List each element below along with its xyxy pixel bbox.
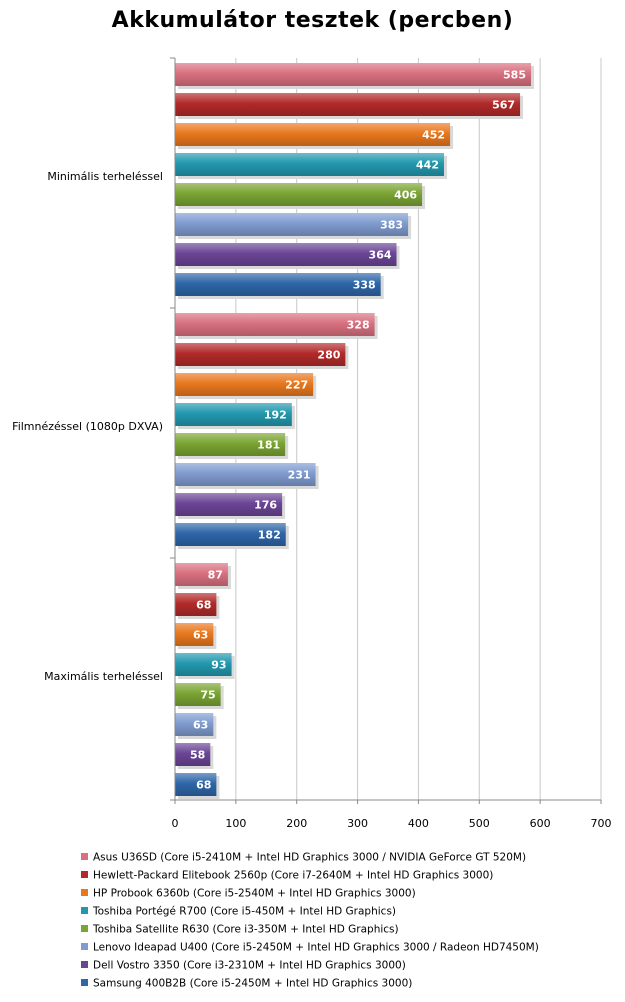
x-tick-label: 600 (530, 817, 551, 830)
legend-entry: Samsung 400B2B (Core i5-2450M + Intel HD… (93, 978, 412, 990)
legend-entry: Lenovo Ideapad U400 (Core i5-2450M + Int… (93, 942, 539, 954)
legend-swatch (81, 979, 88, 986)
bar-2-2 (175, 623, 214, 646)
data-label: 328 (347, 319, 370, 332)
bar-1-1 (175, 343, 346, 366)
data-label: 567 (492, 99, 515, 112)
legend-swatch (81, 961, 88, 968)
bar-0-2 (175, 123, 451, 146)
data-label: 58 (190, 749, 205, 762)
bar-0-4 (175, 183, 423, 206)
legend-entry: Toshiba Portégé R700 (Core i5-450M + Int… (92, 906, 396, 918)
data-label: 231 (288, 469, 311, 482)
bar-0-3 (175, 153, 444, 176)
data-label: 452 (422, 129, 445, 142)
data-label: 75 (200, 689, 215, 702)
legend-entry: HP Probook 6360b (Core i5-2540M + Intel … (93, 888, 416, 900)
bar-1-6 (175, 493, 283, 516)
grid-layer (235, 58, 602, 800)
bar-2-4 (175, 683, 221, 706)
bar-1-3 (175, 403, 292, 426)
legend-swatch (81, 853, 88, 860)
legend-entry: Hewlett-Packard Elitebook 2560p (Core i7… (93, 870, 493, 882)
bar-0-7 (175, 273, 381, 296)
data-label: 338 (353, 279, 376, 292)
category-label: Minimális terheléssel (47, 170, 163, 183)
legend-layer: Asus U36SD (Core i5-2410M + Intel HD Gra… (81, 852, 539, 990)
legend-entry: Asus U36SD (Core i5-2410M + Intel HD Gra… (93, 852, 526, 864)
bar-2-6 (175, 743, 211, 766)
data-label: 181 (257, 439, 280, 452)
category-label: Filmnézéssel (1080p DXVA) (12, 420, 163, 433)
data-label: 227 (285, 379, 308, 392)
bar-1-0 (175, 313, 375, 336)
axis-layer: Minimális terheléssel Filmnézéssel (1080p… (12, 57, 612, 830)
bar-2-1 (175, 593, 217, 616)
bar-1-5 (175, 463, 316, 486)
data-label: 68 (196, 599, 211, 612)
data-label: 182 (258, 529, 281, 542)
bar-2-7 (175, 773, 217, 796)
legend-entry: Toshiba Satellite R630 (Core i3-350M + I… (92, 924, 399, 936)
bar-0-6 (175, 243, 397, 266)
data-label: 406 (394, 189, 417, 202)
x-tick-label: 700 (591, 817, 612, 830)
data-label: 383 (380, 219, 403, 232)
data-label: 87 (208, 569, 223, 582)
data-label: 176 (254, 499, 277, 512)
legend-swatch (81, 907, 88, 914)
category-label: Maximális terheléssel (44, 670, 163, 683)
bar-0-0 (175, 63, 532, 86)
legend-entry: Dell Vostro 3350 (Core i3-2310M + Intel … (93, 960, 406, 972)
data-label: 63 (193, 719, 208, 732)
data-label: 63 (193, 629, 208, 642)
data-label: 93 (211, 659, 226, 672)
x-tick-label: 0 (172, 817, 179, 830)
x-tick-label: 300 (347, 817, 368, 830)
bar-2-0 (175, 563, 228, 586)
data-label: 280 (317, 349, 340, 362)
x-tick-label: 100 (225, 817, 246, 830)
bar-1-4 (175, 433, 286, 456)
bar-layer: 585 567 452 442 406 383 364 338 328 280 227 192 181 2… (175, 63, 535, 799)
legend-swatch (81, 871, 88, 878)
data-label: 585 (503, 69, 526, 82)
x-tick-label: 400 (408, 817, 429, 830)
legend-swatch (81, 889, 88, 896)
data-label: 68 (196, 779, 211, 792)
data-label: 364 (369, 249, 392, 262)
bar-2-5 (175, 713, 214, 736)
bar-0-5 (175, 213, 409, 236)
x-tick-label: 200 (286, 817, 307, 830)
chart-title: Akkumulátor tesztek (percben) (111, 8, 514, 33)
data-label: 442 (416, 159, 439, 172)
legend-swatch (81, 925, 88, 932)
bar-2-3 (175, 653, 232, 676)
bar-1-7 (175, 523, 286, 546)
legend-swatch (81, 943, 88, 950)
x-tick-label: 500 (469, 817, 490, 830)
bar-0-1 (175, 93, 521, 116)
bar-1-2 (175, 373, 314, 396)
data-label: 192 (264, 409, 287, 422)
